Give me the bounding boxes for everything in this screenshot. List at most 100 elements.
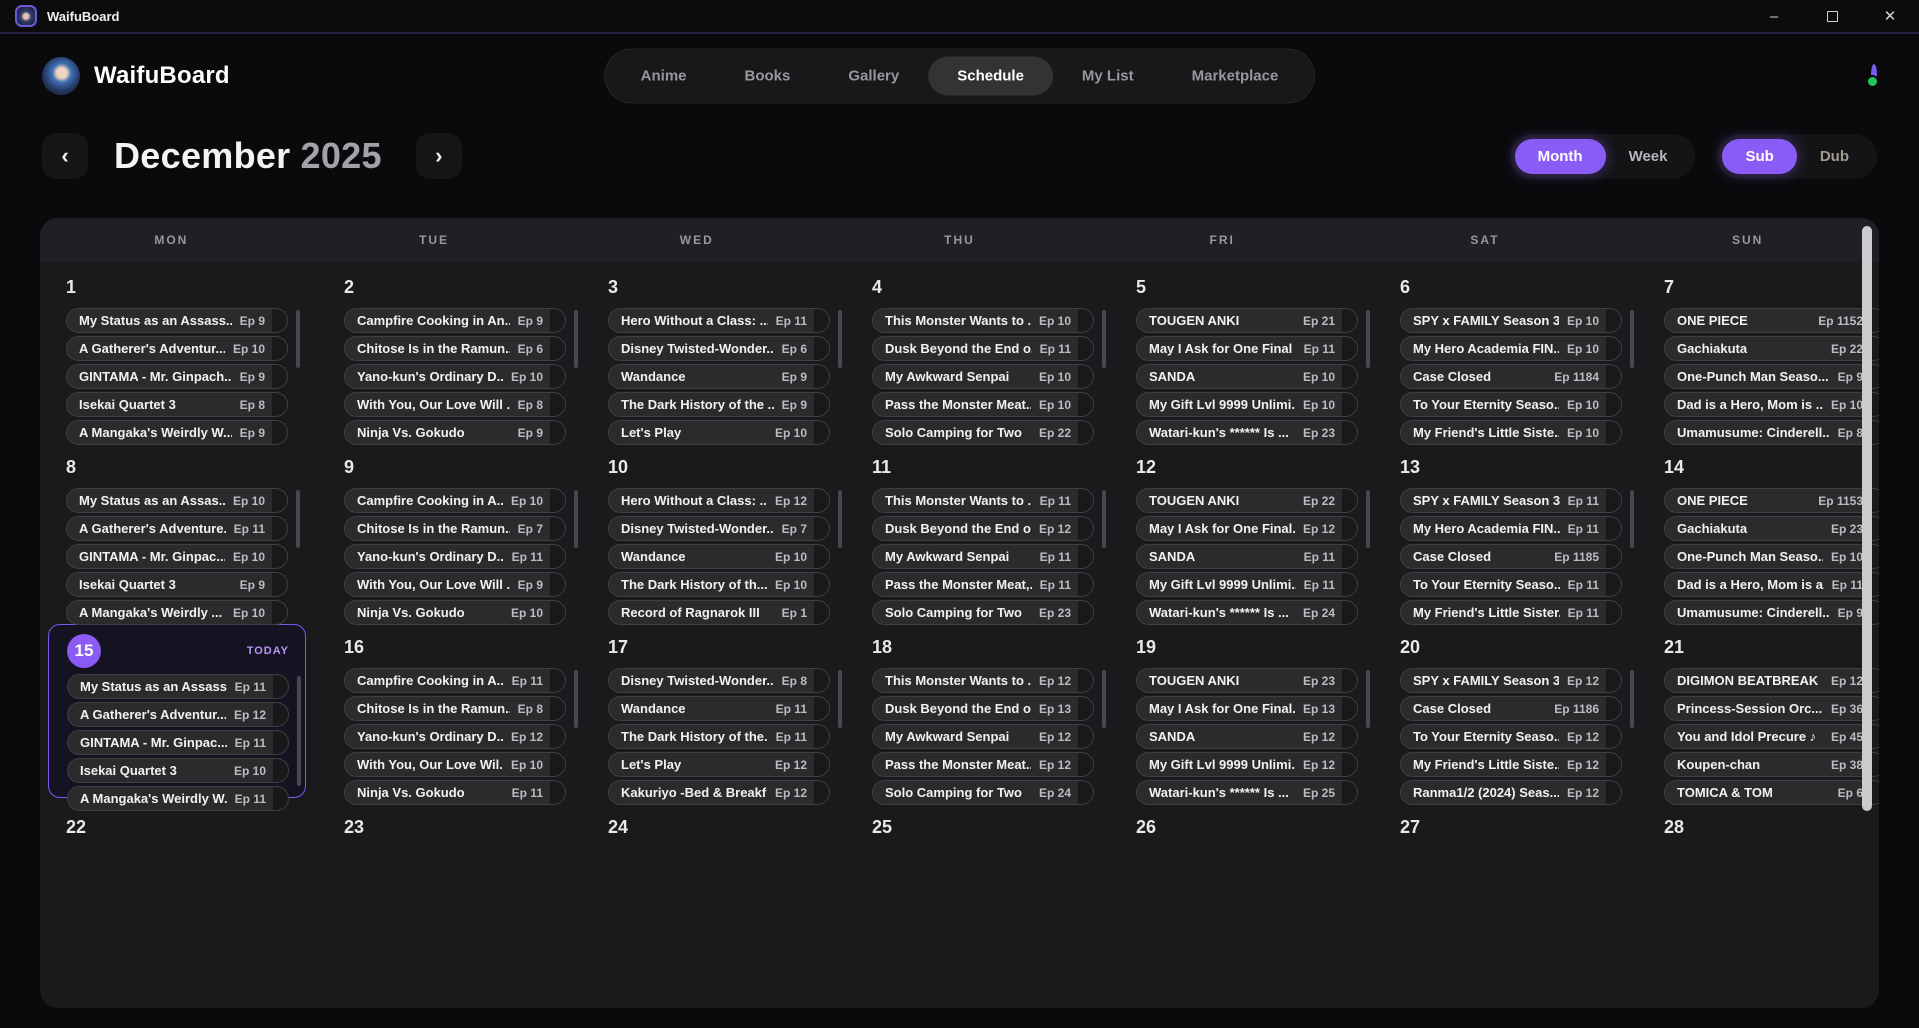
episode-chip[interactable]: Record of Ragnarok III Ep 1 — [608, 600, 830, 625]
episode-chip[interactable]: Dusk Beyond the End o... Ep 11 — [872, 336, 1094, 361]
episode-chip[interactable]: Isekai Quartet 3 Ep 10 — [67, 758, 289, 783]
nav-tab-schedule[interactable]: Schedule — [928, 56, 1053, 96]
episode-chip[interactable]: To Your Eternity Seaso... Ep 10 — [1400, 392, 1622, 417]
episode-chip[interactable]: GINTAMA - Mr. Ginpac... Ep 11 — [67, 730, 289, 755]
episode-chip[interactable]: Umamusume: Cinderell... Ep 9 — [1664, 600, 1879, 625]
day-cell[interactable]: 14 ONE PIECE Ep 1153 Gachiakuta Ep 23 One-Pu… — [1638, 442, 1879, 625]
day-cell[interactable]: 5 TOUGEN ANKI Ep 21 May I Ask for One Fina… — [1110, 262, 1374, 445]
nav-tab-books[interactable]: Books — [716, 57, 820, 96]
episode-chip[interactable]: Dusk Beyond the End o... Ep 13 — [872, 696, 1094, 721]
episode-chip[interactable]: May I Ask for One Final... Ep 12 — [1136, 516, 1358, 541]
day-cell[interactable]: 10 Hero Without a Class: ... Ep 12 Disney … — [582, 442, 846, 625]
day-cell[interactable]: 3 Hero Without a Class: ... Ep 11 Disney T… — [582, 262, 846, 445]
episode-chip[interactable]: Disney Twisted-Wonder... Ep 7 — [608, 516, 830, 541]
day-scrollbar[interactable] — [1102, 310, 1106, 368]
day-cell[interactable]: 25 — [846, 802, 1110, 1008]
episode-chip[interactable]: SPY x FAMILY Season 3 Ep 11 — [1400, 488, 1622, 513]
episode-chip[interactable]: My Hero Academia FIN... Ep 11 — [1400, 516, 1622, 541]
day-scrollbar[interactable] — [1630, 490, 1634, 548]
episode-chip[interactable]: Dad is a Hero, Mom is ... Ep 10 — [1664, 392, 1879, 417]
episode-chip[interactable]: TOUGEN ANKI Ep 22 — [1136, 488, 1358, 513]
episode-chip[interactable]: Ninja Vs. Gokudo Ep 10 — [344, 600, 566, 625]
episode-chip[interactable]: SANDA Ep 10 — [1136, 364, 1358, 389]
episode-chip[interactable]: May I Ask for One Final... Ep 13 — [1136, 696, 1358, 721]
episode-chip[interactable]: Watari-kun's ****** Is ... Ep 25 — [1136, 780, 1358, 805]
episode-chip[interactable]: ONE PIECE Ep 1152 — [1664, 308, 1879, 333]
episode-chip[interactable]: DIGIMON BEATBREAK Ep 12 — [1664, 668, 1879, 693]
episode-chip[interactable]: SANDA Ep 11 — [1136, 544, 1358, 569]
episode-chip[interactable]: Isekai Quartet 3 Ep 9 — [66, 572, 288, 597]
user-avatar[interactable] — [1866, 64, 1879, 88]
episode-chip[interactable]: Disney Twisted-Wonder... Ep 6 — [608, 336, 830, 361]
episode-chip[interactable]: A Mangaka's Weirdly W... Ep 11 — [67, 786, 289, 811]
nav-tab-anime[interactable]: Anime — [612, 57, 716, 96]
episode-chip[interactable]: With You, Our Love Will ... Ep 8 — [344, 392, 566, 417]
episode-chip[interactable]: Dusk Beyond the End o... Ep 12 — [872, 516, 1094, 541]
episode-chip[interactable]: Let's Play Ep 10 — [608, 420, 830, 445]
day-cell[interactable]: 22 — [40, 802, 318, 1008]
episode-chip[interactable]: My Gift Lvl 9999 Unlimi... Ep 12 — [1136, 752, 1358, 777]
episode-chip[interactable]: Dad is a Hero, Mom is a... Ep 11 — [1664, 572, 1879, 597]
episode-chip[interactable]: TOMICA & TOM Ep 6 — [1664, 780, 1879, 805]
day-cell[interactable]: 19 TOUGEN ANKI Ep 23 May I Ask for One Fin… — [1110, 622, 1374, 805]
episode-chip[interactable]: Hero Without a Class: ... Ep 11 — [608, 308, 830, 333]
episode-chip[interactable]: TOUGEN ANKI Ep 21 — [1136, 308, 1358, 333]
episode-chip[interactable]: Yano-kun's Ordinary D... Ep 12 — [344, 724, 566, 749]
episode-chip[interactable]: Pass the Monster Meat... Ep 12 — [872, 752, 1094, 777]
episode-chip[interactable]: My Awkward Senpai Ep 11 — [872, 544, 1094, 569]
day-scrollbar[interactable] — [574, 310, 578, 368]
day-cell[interactable]: 26 — [1110, 802, 1374, 1008]
day-cell[interactable]: 16 Campfire Cooking in A... Ep 11 Chitose … — [318, 622, 582, 805]
episode-chip[interactable]: Umamusume: Cinderell... Ep 8 — [1664, 420, 1879, 445]
episode-chip[interactable]: Chitose Is in the Ramun... Ep 6 — [344, 336, 566, 361]
episode-chip[interactable]: Chitose Is in the Ramun... Ep 7 — [344, 516, 566, 541]
day-cell[interactable]: 17 Disney Twisted-Wonder... Ep 8 Wandance E… — [582, 622, 846, 805]
episode-chip[interactable]: Solo Camping for Two Ep 22 — [872, 420, 1094, 445]
day-scrollbar[interactable] — [574, 670, 578, 728]
episode-chip[interactable]: Yano-kun's Ordinary D... Ep 11 — [344, 544, 566, 569]
day-cell[interactable]: 12 TOUGEN ANKI Ep 22 May I Ask for One Fin… — [1110, 442, 1374, 625]
day-cell[interactable]: 8 My Status as an Assas... Ep 10 A Gathere… — [40, 442, 318, 625]
day-cell[interactable]: 20 SPY x FAMILY Season 3 Ep 12 Case Closed… — [1374, 622, 1638, 805]
view-toggle-week[interactable]: Week — [1606, 139, 1691, 174]
episode-chip[interactable]: Solo Camping for Two Ep 24 — [872, 780, 1094, 805]
episode-chip[interactable]: Gachiakuta Ep 22 — [1664, 336, 1879, 361]
day-cell[interactable]: 6 SPY x FAMILY Season 3 Ep 10 My Hero Acad… — [1374, 262, 1638, 445]
day-cell[interactable]: 13 SPY x FAMILY Season 3 Ep 11 My Hero Aca… — [1374, 442, 1638, 625]
episode-chip[interactable]: Let's Play Ep 12 — [608, 752, 830, 777]
episode-chip[interactable]: A Mangaka's Weirdly ... Ep 10 — [66, 600, 288, 625]
episode-chip[interactable]: Koupen-chan Ep 38 — [1664, 752, 1879, 777]
episode-chip[interactable]: With You, Our Love Wil... Ep 10 — [344, 752, 566, 777]
next-month-button[interactable]: › — [415, 133, 462, 179]
episode-chip[interactable]: With You, Our Love Will ... Ep 9 — [344, 572, 566, 597]
maximize-button[interactable] — [1803, 0, 1861, 32]
day-scrollbar[interactable] — [838, 310, 842, 368]
view-toggle-month[interactable]: Month — [1514, 138, 1606, 174]
episode-chip[interactable]: This Monster Wants to ... Ep 10 — [872, 308, 1094, 333]
episode-chip[interactable]: Campfire Cooking in An... Ep 9 — [344, 308, 566, 333]
episode-chip[interactable]: One-Punch Man Seaso... Ep 10 — [1664, 544, 1879, 569]
episode-chip[interactable]: My Awkward Senpai Ep 12 — [872, 724, 1094, 749]
episode-chip[interactable]: This Monster Wants to ... Ep 12 — [872, 668, 1094, 693]
episode-chip[interactable]: Yano-kun's Ordinary D... Ep 10 — [344, 364, 566, 389]
day-cell[interactable]: 11 This Monster Wants to ... Ep 11 Dusk Be… — [846, 442, 1110, 625]
nav-tab-my-list[interactable]: My List — [1053, 57, 1163, 96]
day-cell[interactable]: 9 Campfire Cooking in A... Ep 10 Chitose I… — [318, 442, 582, 625]
episode-chip[interactable]: Watari-kun's ****** Is ... Ep 24 — [1136, 600, 1358, 625]
episode-chip[interactable]: Wandance Ep 11 — [608, 696, 830, 721]
day-cell[interactable]: 7 ONE PIECE Ep 1152 Gachiakuta Ep 22 One-Pun… — [1638, 262, 1879, 445]
episode-chip[interactable]: Hero Without a Class: ... Ep 12 — [608, 488, 830, 513]
episode-chip[interactable]: To Your Eternity Seaso... Ep 11 — [1400, 572, 1622, 597]
episode-chip[interactable]: My Awkward Senpai Ep 10 — [872, 364, 1094, 389]
episode-chip[interactable]: Case Closed Ep 1186 — [1400, 696, 1622, 721]
episode-chip[interactable]: One-Punch Man Seaso... Ep 9 — [1664, 364, 1879, 389]
nav-tab-gallery[interactable]: Gallery — [819, 57, 928, 96]
audio-toggle-sub[interactable]: Sub — [1722, 138, 1797, 174]
episode-chip[interactable]: My Hero Academia FIN... Ep 10 — [1400, 336, 1622, 361]
episode-chip[interactable]: Case Closed Ep 1184 — [1400, 364, 1622, 389]
day-scrollbar[interactable] — [1102, 490, 1106, 548]
episode-chip[interactable]: SPY x FAMILY Season 3 Ep 12 — [1400, 668, 1622, 693]
day-scrollbar[interactable] — [297, 676, 301, 786]
day-cell[interactable]: 2 Campfire Cooking in An... Ep 9 Chitose I… — [318, 262, 582, 445]
day-scrollbar[interactable] — [838, 670, 842, 728]
